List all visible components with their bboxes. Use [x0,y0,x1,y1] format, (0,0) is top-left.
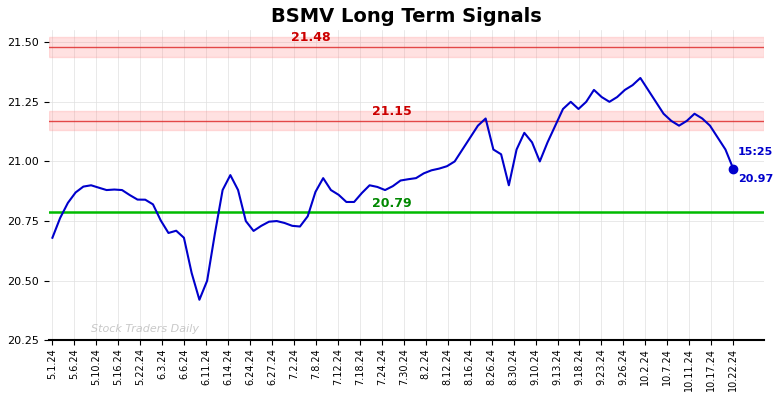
Text: 21.15: 21.15 [372,105,412,118]
Text: Stock Traders Daily: Stock Traders Daily [91,324,199,334]
Text: 15:25: 15:25 [738,148,773,158]
Text: 21.48: 21.48 [292,31,331,44]
Bar [49,37,764,57]
Text: 20.97: 20.97 [738,174,773,184]
Text: 20.79: 20.79 [372,197,412,210]
Title: BSMV Long Term Signals: BSMV Long Term Signals [271,7,542,26]
Bar [49,111,764,131]
